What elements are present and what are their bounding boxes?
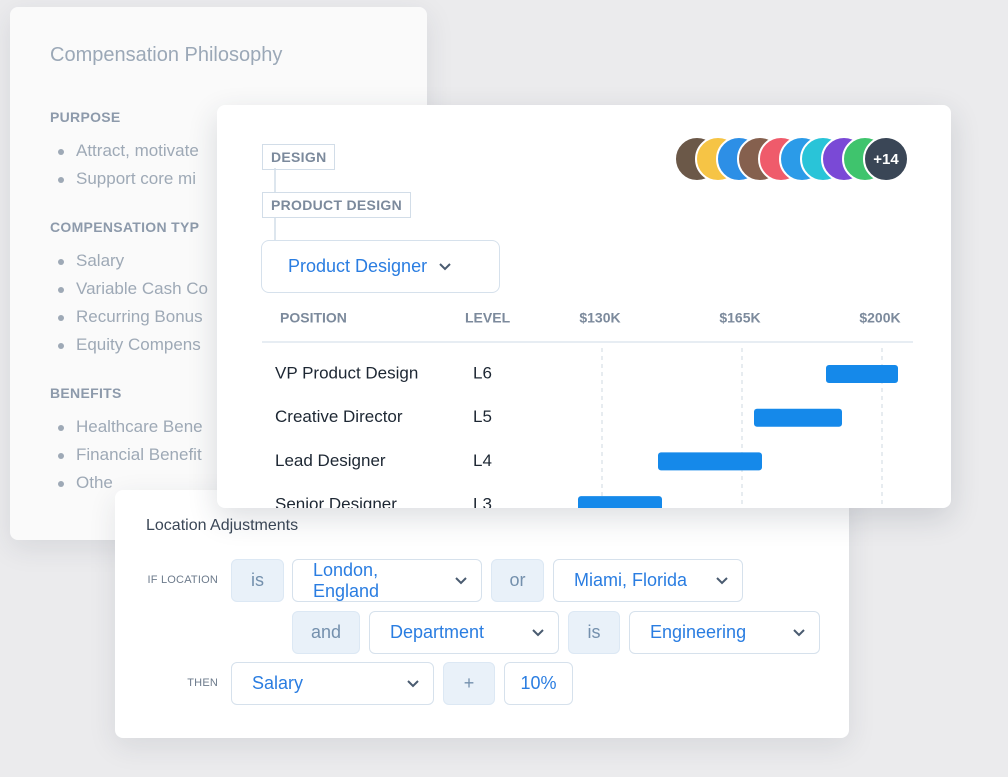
- bullet: [58, 258, 64, 265]
- item-text: Recurring Bonus: [76, 307, 203, 326]
- range-bar: [578, 496, 662, 508]
- location-dropdown[interactable]: Miami, Florida: [553, 559, 743, 602]
- avatar-more: [863, 136, 909, 182]
- bullet: [58, 176, 64, 183]
- x-tick-label: $200K: [859, 310, 900, 326]
- position-name: Lead Designer: [275, 451, 386, 470]
- position-name: Creative Director: [275, 407, 403, 426]
- chip-text: is: [251, 570, 264, 590]
- location-dropdown[interactable]: London, England: [292, 559, 482, 602]
- range-bar: [658, 452, 762, 471]
- bullet: [58, 480, 64, 487]
- operator-chip[interactable]: or: [491, 559, 544, 602]
- chip-text: Engineering: [650, 622, 747, 642]
- role-dropdown[interactable]: Product Designer: [261, 240, 500, 293]
- bullet: [58, 314, 64, 321]
- column-header: LEVEL: [465, 310, 511, 326]
- level-label: L5: [473, 407, 492, 426]
- position-name: Senior Designer: [275, 495, 397, 508]
- section-heading: PURPOSE: [50, 109, 121, 125]
- item-text: Othe: [76, 473, 113, 492]
- bullet: [58, 342, 64, 349]
- item-text: Support core mi: [76, 169, 196, 188]
- then-label: THEN: [187, 677, 218, 689]
- location-card: Location Adjustments IF LOCATION THEN is…: [115, 490, 849, 738]
- bullet-item: Support core mi: [58, 169, 196, 189]
- field-dropdown[interactable]: Department: [369, 611, 559, 654]
- chip-text: London, England: [313, 559, 380, 601]
- chip-text: Salary: [252, 673, 304, 693]
- x-tick-label: $130K: [579, 310, 620, 326]
- breadcrumb[interactable]: PRODUCT DESIGN: [262, 192, 411, 218]
- range-bar: [826, 365, 898, 383]
- operator-chip[interactable]: +: [443, 662, 495, 705]
- level-label: L4: [473, 451, 492, 470]
- avatar-more-count: +14: [873, 151, 899, 168]
- item-text: Variable Cash Co: [76, 279, 208, 298]
- chip-text: +: [463, 673, 475, 693]
- bullet-item: Equity Compens: [58, 335, 201, 355]
- dropdown-text: Product Designer: [288, 256, 428, 276]
- chip-text: Department: [390, 622, 485, 642]
- range-bar: [754, 408, 842, 427]
- amount-input[interactable]: 10%: [504, 662, 573, 705]
- chevron-icon: [532, 628, 544, 636]
- bullet-item: Othe: [58, 473, 113, 493]
- bullet: [58, 286, 64, 293]
- item-text: Healthcare Bene: [76, 417, 203, 436]
- if-label: IF LOCATION: [147, 574, 218, 586]
- philosophy-title: Compensation Philosophy: [50, 44, 283, 66]
- chevron-icon: [793, 628, 805, 636]
- bullet-item: Salary: [58, 251, 124, 271]
- chip-text: or: [509, 570, 526, 590]
- item-text: Salary: [76, 251, 125, 270]
- bullet-item: Attract, motivate: [58, 141, 199, 161]
- bullet: [58, 424, 64, 431]
- position-name: VP Product Design: [275, 363, 418, 382]
- item-text: Financial Benefit: [76, 445, 202, 464]
- chip-text: 10%: [520, 673, 557, 693]
- bullet-item: Healthcare Bene: [58, 417, 203, 437]
- x-tick-label: $165K: [719, 310, 760, 326]
- chevron-icon: [439, 262, 451, 270]
- operator-chip[interactable]: is: [231, 559, 284, 602]
- bullet: [58, 452, 64, 459]
- bullet: [58, 148, 64, 155]
- item-text: Equity Compens: [76, 335, 201, 354]
- chevron-icon: [407, 679, 419, 687]
- level-label: L6: [473, 363, 492, 382]
- chip-text: is: [587, 622, 601, 642]
- chip-text: Miami, Florida: [574, 570, 688, 590]
- chevron-icon: [455, 576, 467, 584]
- bullet-item: Financial Benefit: [58, 445, 202, 465]
- section-heading: BENEFITS: [50, 385, 122, 401]
- bullet-item: Variable Cash Co: [58, 279, 208, 299]
- chevron-icon: [716, 576, 728, 584]
- roles-card: KHTJGNA+14POSITIONLEVEL$130K$165K$200KVP…: [217, 105, 951, 508]
- column-header: POSITION: [280, 310, 347, 326]
- operator-chip[interactable]: is: [568, 611, 620, 654]
- value-dropdown[interactable]: Engineering: [629, 611, 820, 654]
- bullet-item: Recurring Bonus: [58, 307, 203, 327]
- item-text: Attract, motivate: [76, 141, 199, 160]
- level-label: L3: [473, 495, 492, 508]
- roles-canvas: KHTJGNA+14POSITIONLEVEL$130K$165K$200KVP…: [262, 136, 913, 508]
- breadcrumb[interactable]: DESIGN: [262, 144, 336, 170]
- target-dropdown[interactable]: Salary: [231, 662, 434, 705]
- section-heading: COMPENSATION TYP: [50, 219, 200, 235]
- operator-chip[interactable]: and: [292, 611, 360, 654]
- chip-text: and: [310, 622, 342, 642]
- location-title: Location Adjustments: [146, 517, 299, 534]
